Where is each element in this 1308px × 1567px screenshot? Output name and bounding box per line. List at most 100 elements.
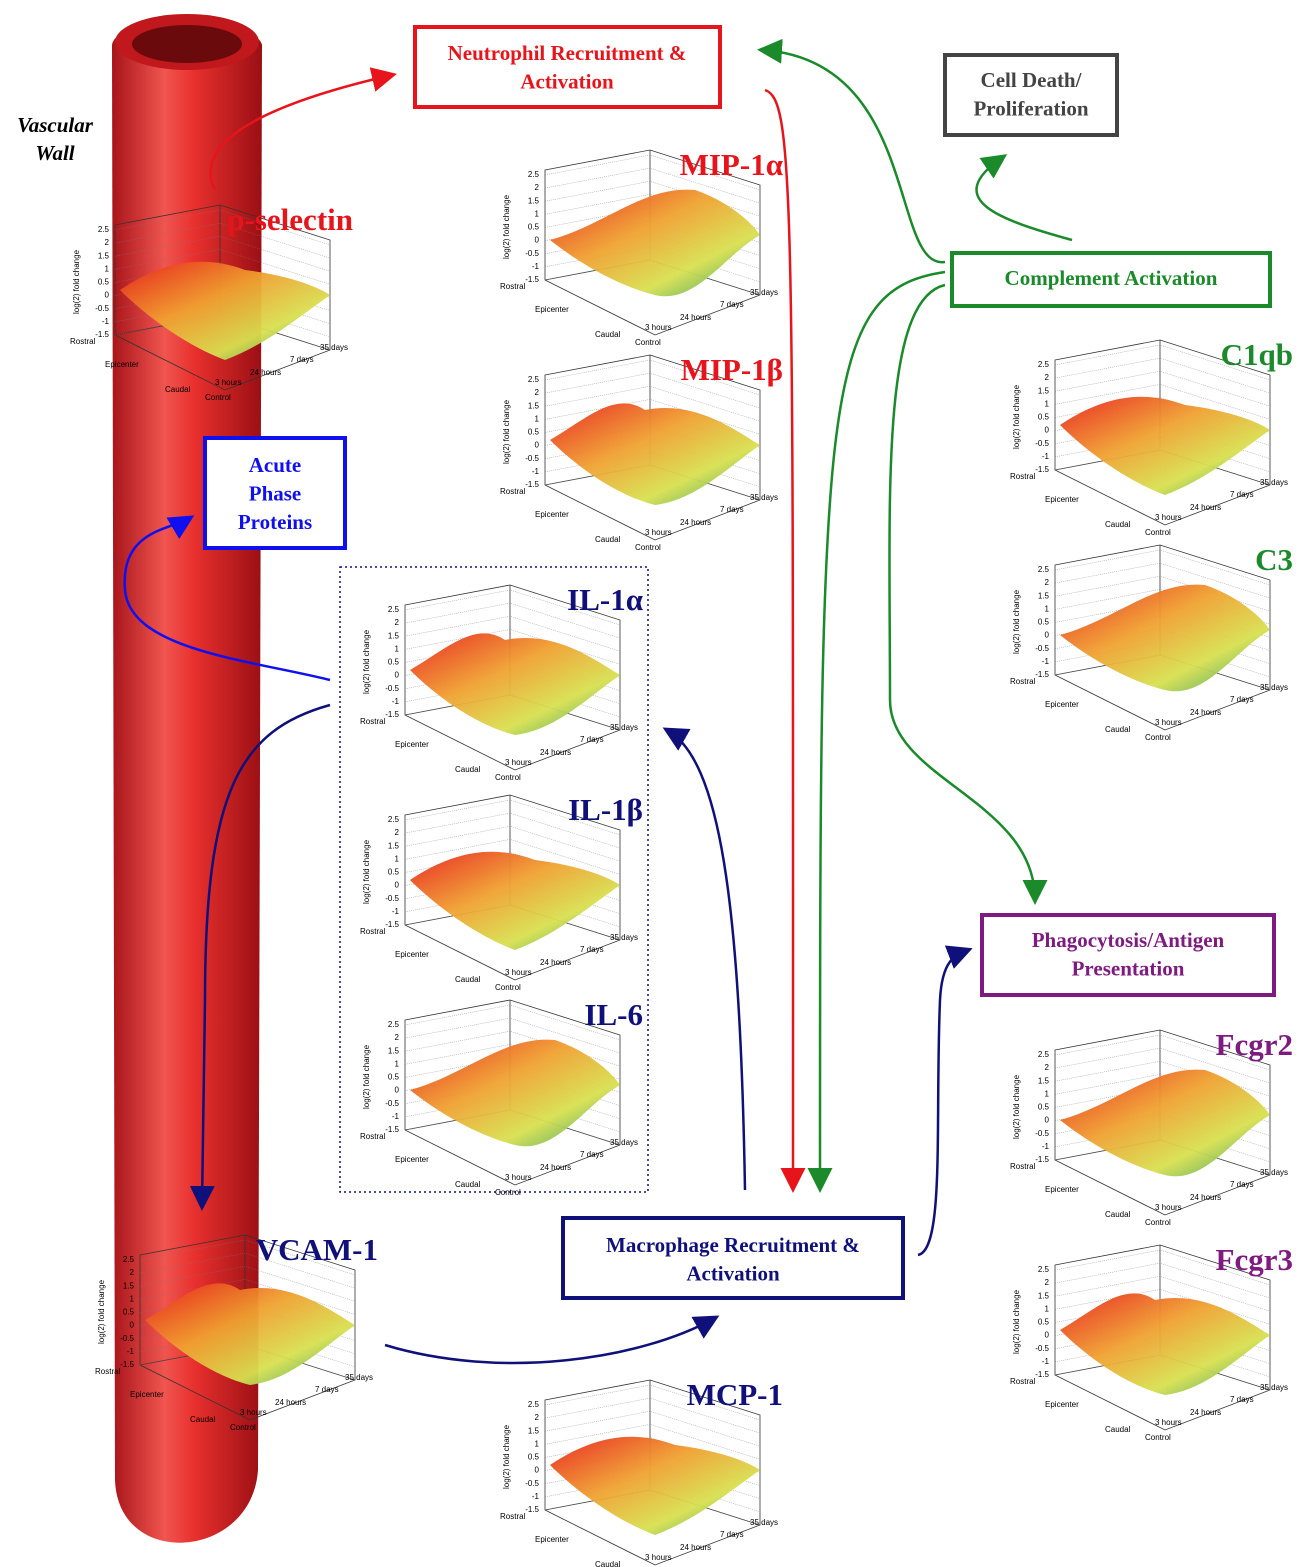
y-tick-label: 1	[105, 264, 110, 273]
location-label: Rostral	[360, 927, 386, 936]
box-label: Proliferation	[973, 96, 1088, 120]
y-tick-label: 2	[395, 828, 400, 837]
y-tick-label: 0	[1045, 631, 1050, 640]
diagram: Vascular Wall Neutrophil Recruitment &Ac…	[0, 0, 1308, 1567]
time-label: 3 hours	[1155, 513, 1182, 522]
vascular-label: Vascular	[17, 113, 94, 137]
y-tick-label: 1.5	[528, 196, 540, 205]
y-tick-label: 1.5	[123, 1281, 135, 1290]
y-axis-label: log(2) fold change	[502, 194, 511, 259]
plot-title: C3	[1255, 542, 1293, 577]
y-tick-label: 2.5	[388, 1020, 400, 1029]
y-tick-label: 1.5	[1038, 591, 1050, 600]
location-label: Rostral	[500, 487, 526, 496]
y-tick-label: 0	[1045, 1331, 1050, 1340]
time-label: 24 hours	[1190, 1193, 1221, 1202]
y-tick-label: -1.5	[1035, 1370, 1049, 1379]
plot-title: MIP-1α	[680, 147, 783, 182]
time-label: 24 hours	[275, 1398, 306, 1407]
location-label: Rostral	[1010, 1162, 1036, 1171]
y-tick-label: 0.5	[1038, 1103, 1050, 1112]
y-tick-label: 2	[535, 183, 540, 192]
surface-plot: 2.521.510.50-0.5-1-1.5log(2) fold change…	[1010, 337, 1293, 537]
surface-plot: 2.521.510.50-0.5-1-1.5log(2) fold change…	[360, 792, 643, 992]
time-label: 35 days	[610, 933, 638, 942]
plot-title: MIP-1β	[681, 352, 783, 387]
y-tick-label: -1	[532, 262, 540, 271]
time-label: Control	[1145, 1218, 1171, 1227]
y-tick-label: 1	[535, 1439, 540, 1448]
time-label: 24 hours	[1190, 503, 1221, 512]
y-tick-label: 1	[395, 644, 400, 653]
y-tick-label: 0.5	[388, 868, 400, 877]
y-tick-label: -1.5	[385, 1125, 399, 1134]
y-tick-label: 0	[535, 236, 540, 245]
location-label: Rostral	[70, 337, 96, 346]
time-label: 3 hours	[1155, 1418, 1182, 1427]
y-tick-label: 2	[1045, 373, 1050, 382]
plot-title: p-selectin	[227, 202, 353, 237]
time-label: 3 hours	[645, 1553, 672, 1562]
y-tick-label: 0.5	[98, 278, 110, 287]
time-label: Control	[635, 543, 661, 552]
location-label: Caudal	[165, 385, 191, 394]
time-label: 24 hours	[1190, 708, 1221, 717]
location-label: Caudal	[1105, 725, 1131, 734]
y-tick-label: 0	[130, 1321, 135, 1330]
y-tick-label: 1	[130, 1294, 135, 1303]
y-tick-label: 0	[395, 881, 400, 890]
location-label: Caudal	[190, 1415, 216, 1424]
time-label: 7 days	[580, 735, 604, 744]
y-axis-label: log(2) fold change	[502, 1424, 511, 1489]
y-tick-label: 2.5	[123, 1255, 135, 1264]
y-tick-label: 2.5	[388, 605, 400, 614]
y-tick-label: 2	[395, 618, 400, 627]
surface-plot: 2.521.510.50-0.5-1-1.5log(2) fold change…	[500, 147, 783, 347]
y-tick-label: 1.5	[1038, 1291, 1050, 1300]
y-tick-label: -0.5	[385, 1099, 399, 1108]
time-label: Control	[495, 773, 521, 782]
box-label: Presentation	[1072, 956, 1185, 980]
y-tick-label: 0	[535, 1466, 540, 1475]
time-label: 3 hours	[645, 528, 672, 537]
time-label: Control	[230, 1423, 256, 1432]
location-label: Caudal	[1105, 1425, 1131, 1434]
y-tick-label: -1	[127, 1347, 135, 1356]
time-label: 3 hours	[505, 1173, 532, 1182]
location-label: Caudal	[455, 975, 481, 984]
y-tick-label: -1	[392, 907, 400, 916]
y-tick-label: -0.5	[525, 454, 539, 463]
y-tick-label: -1.5	[1035, 670, 1049, 679]
y-tick-label: -1.5	[525, 1505, 539, 1514]
y-axis-label: log(2) fold change	[1012, 589, 1021, 654]
y-axis-label: log(2) fold change	[1012, 1289, 1021, 1354]
time-label: 24 hours	[540, 748, 571, 757]
surface-plot: 2.521.510.50-0.5-1-1.5log(2) fold change…	[500, 352, 783, 552]
y-tick-label: -1	[102, 317, 110, 326]
time-label: 35 days	[1260, 1383, 1288, 1392]
surface	[410, 1040, 620, 1147]
y-tick-label: 1.5	[388, 841, 400, 850]
y-tick-label: -1	[392, 1112, 400, 1121]
y-axis-label: log(2) fold change	[362, 839, 371, 904]
box-label: Phase	[249, 481, 302, 505]
time-label: 24 hours	[680, 1543, 711, 1552]
y-tick-label: 0	[1045, 426, 1050, 435]
surface	[1060, 585, 1270, 692]
location-label: Epicenter	[535, 305, 569, 314]
location-label: Rostral	[500, 282, 526, 291]
location-label: Epicenter	[535, 510, 569, 519]
time-label: 24 hours	[250, 368, 281, 377]
vascular-label: Wall	[35, 141, 74, 165]
plot-title: MCP-1	[687, 1377, 783, 1412]
y-tick-label: 0.5	[123, 1308, 135, 1317]
y-tick-label: 1.5	[388, 1046, 400, 1055]
surface-plot: 2.521.510.50-0.5-1-1.5log(2) fold change…	[360, 997, 643, 1197]
y-tick-label: 2.5	[1038, 565, 1050, 574]
y-tick-label: 2.5	[528, 375, 540, 384]
y-tick-label: 2.5	[528, 1400, 540, 1409]
y-tick-label: -1	[532, 1492, 540, 1501]
y-tick-label: -1.5	[525, 275, 539, 284]
time-label: Control	[1145, 528, 1171, 537]
y-tick-label: 2.5	[1038, 1050, 1050, 1059]
